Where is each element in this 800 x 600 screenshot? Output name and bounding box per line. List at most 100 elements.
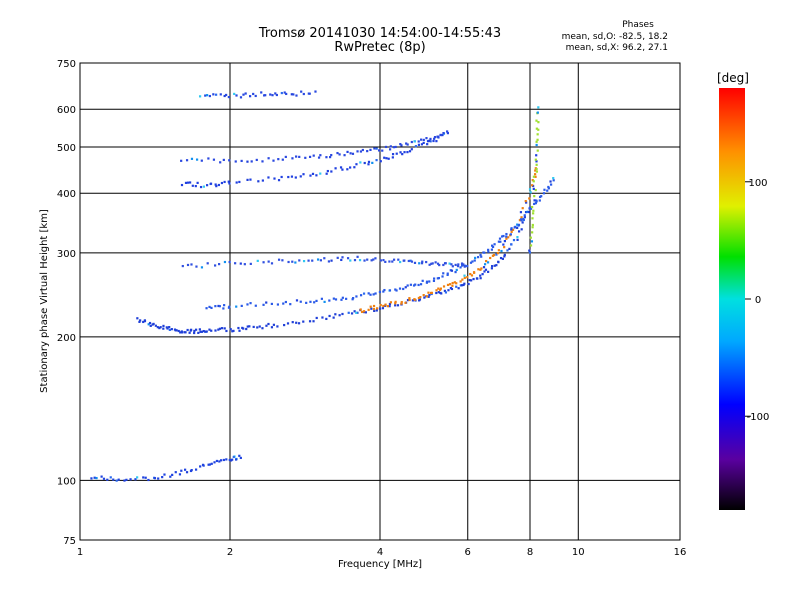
data-point [375,147,378,150]
data-point [429,137,432,141]
data-point [540,195,543,198]
data-point [223,94,226,98]
data-point [223,327,226,330]
data-point [359,308,362,311]
data-point [405,142,408,145]
data-point [312,320,315,323]
data-point [291,260,294,263]
data-point [451,281,454,285]
data-point [523,216,526,219]
data-point [391,153,395,156]
data-point [530,240,534,243]
data-point [516,223,519,226]
data-point [195,265,198,268]
data-point [204,94,207,97]
data-point [372,258,375,261]
data-point [459,266,462,269]
data-point [505,232,508,236]
data-point [532,175,536,178]
data-point [202,329,205,333]
data-point [198,95,202,98]
data-point [206,184,209,187]
data-point [497,240,500,243]
x-tick-label: 2 [227,547,233,558]
data-point [180,183,184,187]
data-point [446,272,449,275]
data-point [349,166,352,169]
data-point [229,459,233,462]
data-point [537,128,540,131]
data-point [359,150,363,153]
data-point [549,180,552,183]
data-point [362,292,366,295]
data-point [100,475,103,478]
data-point [359,294,363,297]
data-point [408,298,411,302]
data-point [432,139,435,143]
data-point [93,476,96,479]
colorbar-tick-label: -100 [747,412,770,423]
data-point [403,151,406,154]
axis-ticks: 1 2 4 6 8 10 16 75 100 200 300 400 500 600 750 [57,59,686,558]
colorbar-ticks: 100 0 -100 [745,178,769,423]
data-point [355,311,358,314]
data-point [195,158,199,161]
data-point [367,292,370,295]
data-point [450,287,454,291]
data-point [340,258,343,262]
data-point [252,92,255,96]
data-point [394,145,397,149]
data-point [208,463,212,466]
data-point [228,159,231,162]
data-point [246,325,249,328]
data-point [267,157,270,160]
data-point [450,269,454,272]
data-point [190,468,193,472]
data-point [411,299,414,302]
data-point [227,180,230,183]
data-point [217,304,220,308]
data-point [225,329,228,333]
data-point [456,265,460,268]
data-point [260,91,263,94]
data-point [352,297,355,300]
data-point [378,290,382,294]
data-point [420,143,424,146]
data-point [159,326,162,329]
data-point [302,173,305,176]
data-points [90,90,555,482]
data-point [341,256,344,259]
data-point [472,277,475,281]
data-point [477,256,480,259]
data-point [389,301,393,304]
data-point [219,93,222,96]
data-point [520,216,523,219]
data-point [228,305,231,308]
data-point [353,259,357,262]
data-point [382,304,385,308]
data-point [410,140,413,144]
data-point [485,259,488,263]
data-point [535,170,539,173]
data-point [106,478,109,481]
data-point [383,288,386,292]
data-point [185,159,189,162]
data-point [479,274,482,277]
data-point [468,278,471,282]
data-point [534,188,537,192]
data-point [361,310,364,314]
data-point [219,161,222,164]
stats-heading: Phases [622,20,654,30]
data-point [186,328,189,332]
data-point [435,291,438,295]
data-point [547,185,550,189]
data-point [377,149,381,152]
data-point [193,331,196,335]
data-point [157,477,160,480]
data-point [395,289,398,292]
data-point [483,270,486,273]
data-point [533,202,536,206]
data-point [200,330,203,333]
data-point [341,168,344,171]
